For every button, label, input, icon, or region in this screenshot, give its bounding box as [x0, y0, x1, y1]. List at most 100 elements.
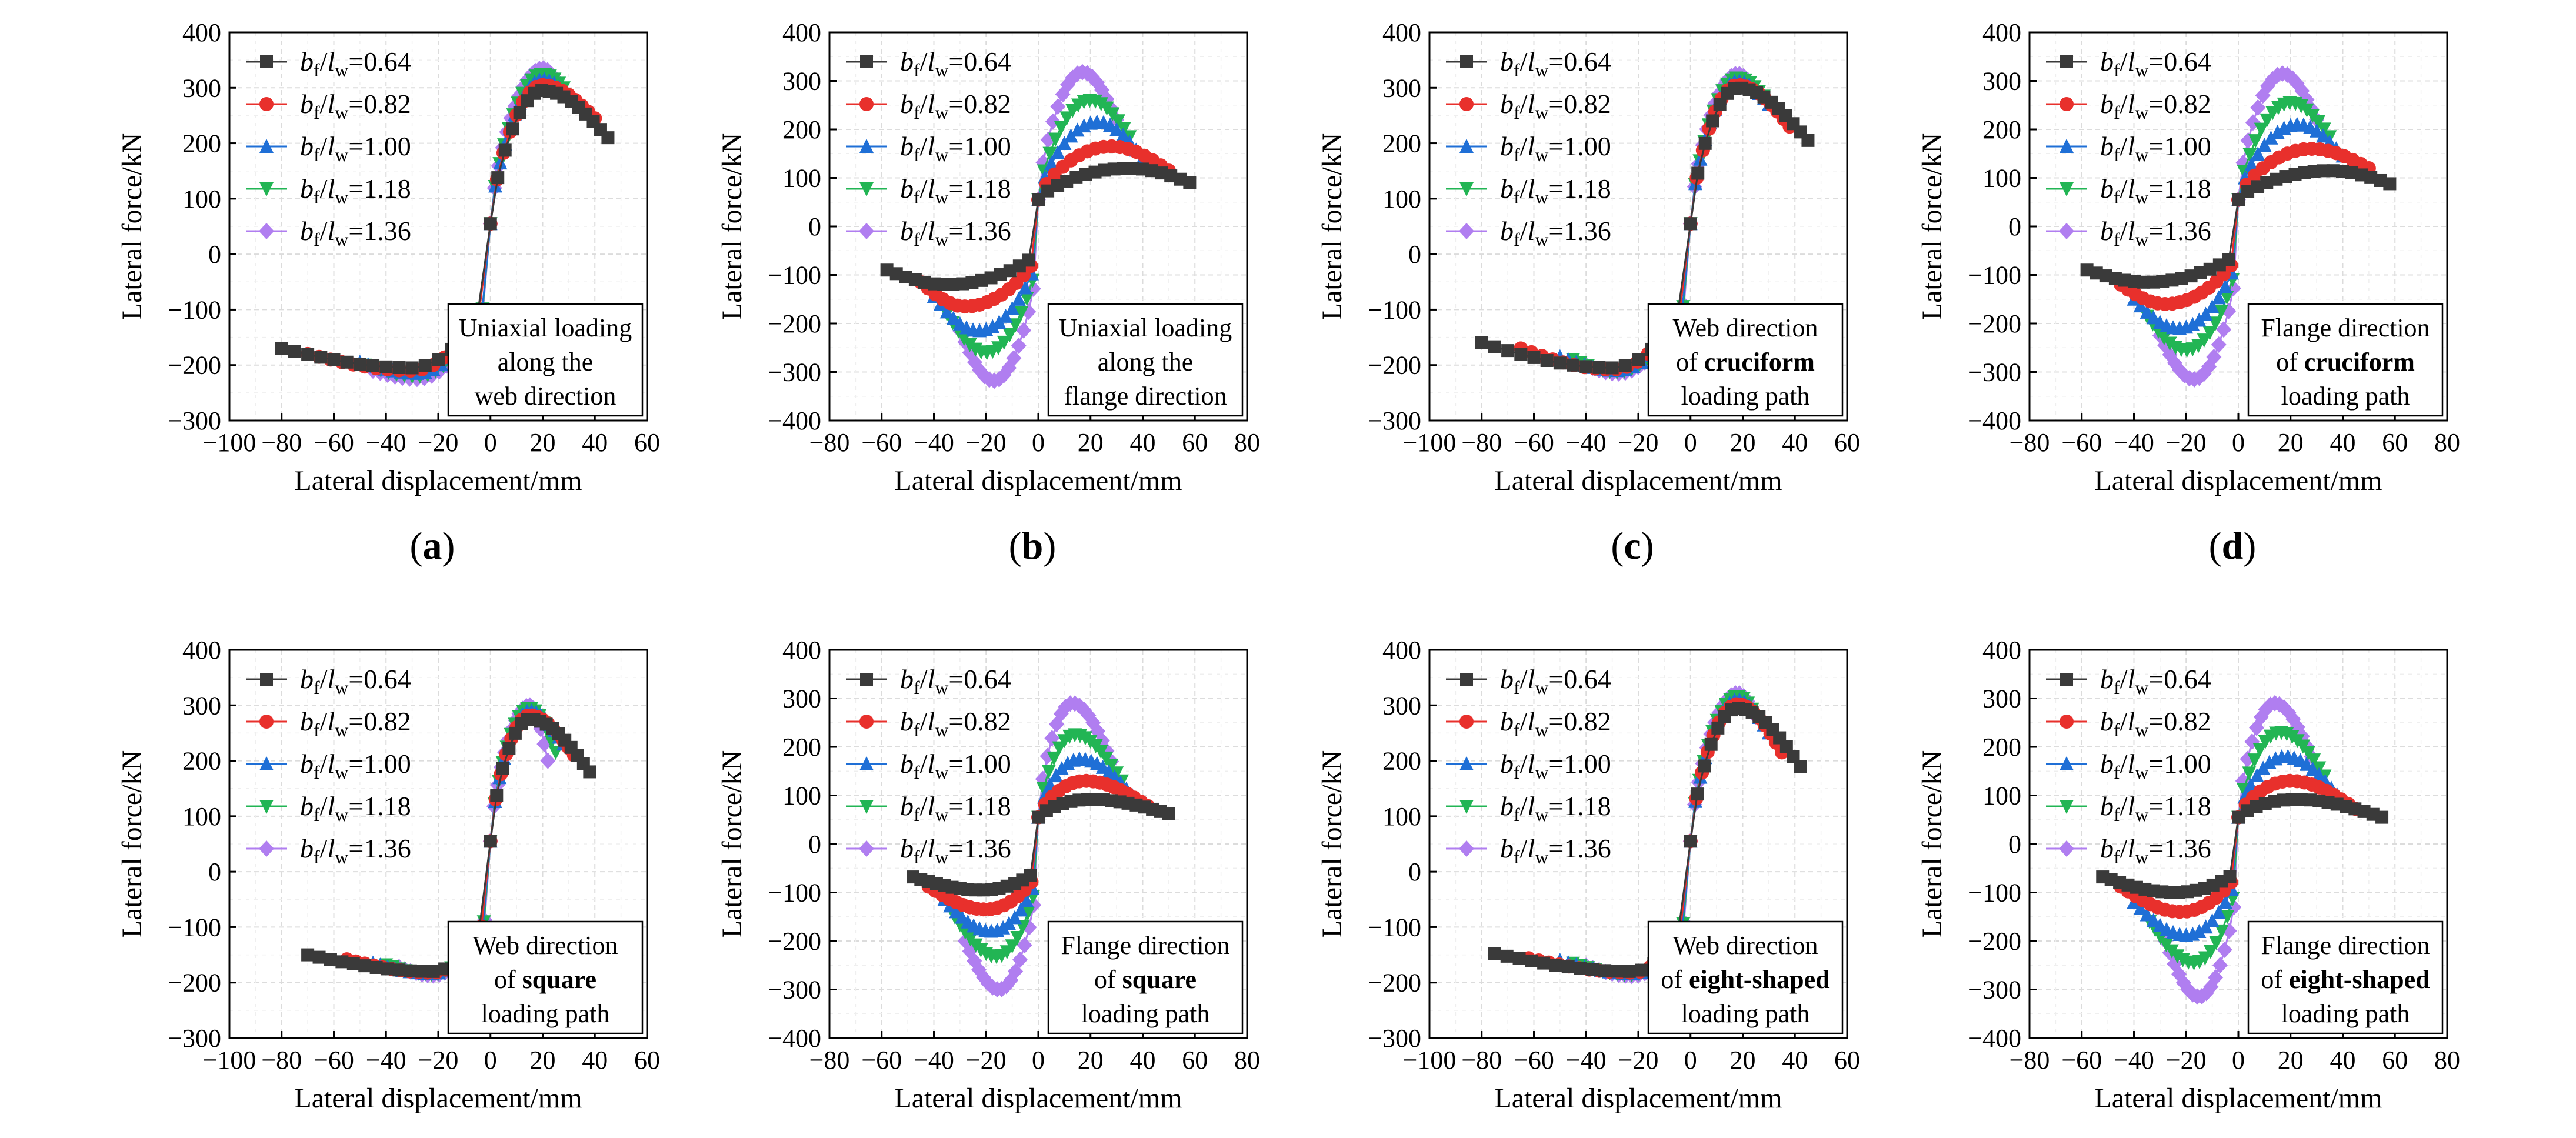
- data-point: [392, 361, 406, 375]
- data-point: [2375, 810, 2389, 824]
- y-tick-label: 0: [2008, 212, 2021, 241]
- data-point: [1488, 947, 1501, 960]
- legend-label: bf/lw=1.18: [300, 791, 411, 825]
- annotation-line: of cruciform: [1676, 348, 1815, 376]
- data-point: [1713, 98, 1727, 111]
- annotation-line: of square: [1094, 965, 1197, 994]
- x-tick-label: 20: [1078, 428, 1104, 457]
- data-point: [2317, 122, 2331, 137]
- data-point: [2265, 71, 2281, 88]
- data-point: [340, 355, 354, 369]
- data-point: [1527, 351, 1541, 364]
- x-tick-label: −60: [314, 428, 354, 457]
- data-point: [1019, 893, 1034, 907]
- annotation-line: loading path: [1081, 999, 1210, 1028]
- annotation-frame: [1647, 303, 1844, 417]
- legend-marker: [260, 673, 273, 686]
- data-point: [1561, 960, 1575, 974]
- legend-label: bf/lw=0.64: [300, 46, 411, 81]
- data-point: [301, 948, 315, 962]
- y-tick-label: 100: [1982, 782, 2021, 810]
- annotation-line: loading path: [2281, 999, 2410, 1028]
- data-point: [1016, 322, 1032, 339]
- data-point: [1051, 145, 1065, 159]
- x-tick-label: 60: [634, 1046, 660, 1074]
- annotation-line: Flange direction: [2261, 931, 2430, 960]
- y-tick-label: −300: [1968, 976, 2021, 1004]
- y-tick-label: 400: [782, 18, 821, 47]
- series-layer: [880, 64, 1197, 389]
- annotation-box: Web direction of eight-shaped loading path: [1647, 920, 1844, 1034]
- x-axis-title: Lateral displacement/mm: [2094, 1083, 2382, 1114]
- legend-marker: [860, 673, 873, 686]
- y-tick-label: −300: [1368, 406, 1421, 435]
- x-tick-label: −40: [1566, 428, 1607, 457]
- y-tick-label: 0: [1408, 240, 1421, 269]
- legend-marker: [859, 182, 874, 196]
- legend-label: bf/lw=1.00: [2100, 749, 2211, 783]
- data-point: [1050, 98, 1066, 115]
- data-point: [1512, 952, 1526, 965]
- series-layer: [275, 60, 615, 388]
- x-tick-label: −20: [966, 1046, 1007, 1074]
- y-tick-label: −300: [1368, 1024, 1421, 1053]
- x-tick-label: −60: [861, 428, 902, 457]
- data-point: [1018, 280, 1032, 295]
- legend-label: bf/lw=1.36: [900, 833, 1011, 867]
- annotation-frame: [1047, 303, 1244, 417]
- x-axis-title: Lateral displacement/mm: [294, 1083, 582, 1114]
- chart-panel-d: −80 −60 −40 −20 0 20 40 60 80−400−300−200−100010…: [1917, 18, 2460, 568]
- panel-label: (b): [1009, 525, 1057, 568]
- legend-label: bf/lw=1.36: [900, 216, 1011, 250]
- x-tick-label: 0: [1032, 428, 1045, 457]
- y-tick-label: 100: [1382, 802, 1421, 831]
- x-tick-label: 20: [1078, 1046, 1104, 1074]
- y-tick-label: −200: [168, 969, 221, 997]
- x-tick-label: −20: [2166, 1046, 2207, 1074]
- x-tick-label: −20: [2166, 428, 2207, 457]
- data-point: [1008, 963, 1024, 980]
- y-tick-label: 400: [1982, 636, 2021, 665]
- y-axis-title: Lateral force/kN: [717, 133, 748, 320]
- annotation-box: Flange direction of cruciform loading path: [2247, 303, 2444, 417]
- data-point: [2270, 125, 2285, 139]
- y-tick-label: 200: [1382, 747, 1421, 776]
- legend-marker: [2059, 840, 2074, 857]
- data-point: [1488, 340, 1501, 353]
- y-tick-label: −200: [1968, 309, 2021, 338]
- data-point: [2214, 305, 2228, 319]
- annotation-box: Web direction of square loading path: [447, 920, 644, 1034]
- data-point: [1054, 121, 1068, 135]
- data-point: [2205, 913, 2220, 927]
- chart-panel-f: −80 −60 −40 −20 0 20 40 60 80−400−300−200−100010…: [717, 636, 1260, 1114]
- panel-label: (d): [2209, 525, 2257, 568]
- data-point: [369, 960, 383, 974]
- y-tick-label: −300: [168, 1024, 221, 1053]
- y-axis-title: Lateral force/kN: [717, 750, 748, 937]
- data-point: [1598, 964, 1612, 977]
- legend: bf/lw=0.64 bf/lw=0.82 bf/lw=1.00 bf/lw=1.18…: [2046, 46, 2211, 250]
- data-point: [1162, 807, 1175, 820]
- data-point: [1008, 910, 1022, 925]
- legend-marker: [259, 756, 274, 770]
- legend-marker: [2059, 223, 2074, 239]
- y-tick-label: 200: [782, 733, 821, 762]
- x-tick-label: −40: [2114, 428, 2154, 457]
- legend-marker: [259, 223, 274, 239]
- annotation-line: of eight-shaped: [1661, 965, 1829, 994]
- chart-panel-c: −100 −80 −60 −40 −20 0 20 40 60−300−200−10001002…: [1317, 18, 1860, 568]
- y-tick-label: −100: [1368, 295, 1421, 324]
- legend-label: bf/lw=0.64: [900, 46, 1011, 81]
- data-point: [513, 106, 526, 119]
- data-point: [275, 342, 288, 355]
- data-point: [353, 358, 366, 371]
- data-point: [1024, 869, 1037, 882]
- legend-label: bf/lw=0.82: [300, 89, 411, 123]
- legend-label: bf/lw=1.00: [2100, 131, 2211, 165]
- annotation-frame: [2247, 303, 2444, 417]
- y-tick-label: 100: [1982, 164, 2021, 193]
- y-tick-label: 0: [208, 240, 221, 269]
- data-point: [327, 353, 341, 366]
- x-tick-label: −80: [1461, 1046, 1502, 1074]
- data-point: [2250, 99, 2266, 116]
